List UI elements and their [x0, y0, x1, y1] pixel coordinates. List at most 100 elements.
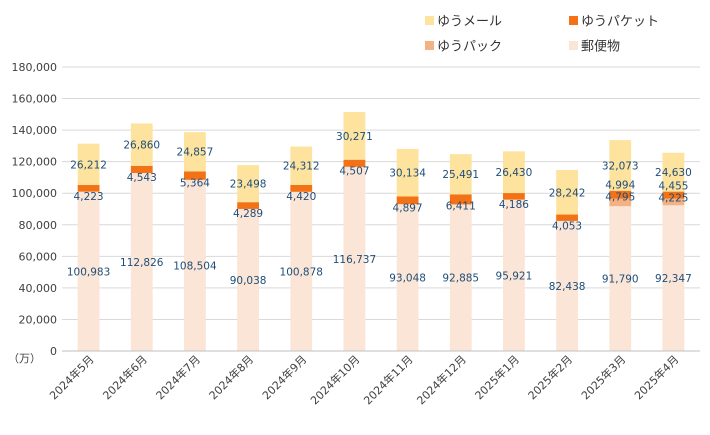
y-unit-label: （万） — [8, 352, 41, 365]
data-label-3-6: 30,134 — [389, 168, 426, 180]
x-tick-label: 2024年7月 — [153, 352, 203, 402]
legend-label: ゆうメール — [437, 15, 502, 30]
bar-segment-3-8 — [503, 151, 525, 194]
bar-segment-2-8 — [503, 193, 525, 200]
legend-label: ゆうパケット — [581, 15, 659, 30]
bar-segment-0-3 — [237, 208, 259, 351]
x-tick-label: 2024年12月 — [414, 352, 469, 407]
bar-segment-2-0 — [77, 185, 100, 192]
legend-swatch — [425, 16, 434, 25]
data-label-3-4: 24,312 — [283, 161, 320, 173]
y-tick-label: 120,000 — [12, 156, 58, 169]
data-label-3-8: 26,430 — [496, 167, 533, 179]
data-label-2-6: 4,897 — [393, 202, 423, 214]
legend-label: 郵便物 — [581, 40, 620, 55]
bar-segment-3-11 — [662, 152, 685, 192]
bar-segment-0-4 — [290, 191, 313, 351]
x-tick-label: 2024年9月 — [259, 352, 309, 402]
data-labels: 100,983 4,223 26,212 112,826 4,543 26,860 108,… — [67, 131, 692, 293]
bar-segment-0-9 — [556, 220, 578, 351]
legend-label: ゆうパック — [437, 40, 502, 55]
x-tick-label: 2024年8月 — [206, 352, 256, 402]
x-tick-label: 2025年3月 — [578, 352, 628, 402]
legend-swatch — [569, 41, 578, 50]
bar-segment-2-6 — [396, 196, 419, 205]
bar-segment-2-7 — [449, 194, 472, 205]
data-label-0-2: 108,504 — [173, 260, 217, 272]
y-tick-label: 60,000 — [19, 250, 58, 263]
data-label-3-7: 25,491 — [442, 169, 479, 181]
data-label-0-6: 93,048 — [389, 273, 426, 285]
data-label-2-10: 4,994 — [605, 180, 635, 192]
data-label-0-5: 116,737 — [333, 254, 376, 266]
data-label-2-5: 4,507 — [339, 166, 369, 178]
bar-segment-2-4 — [290, 184, 313, 192]
bar-segment-2-3 — [237, 202, 259, 209]
data-label-0-1: 112,826 — [120, 257, 164, 269]
bar-segment-3-9 — [556, 169, 578, 215]
data-label-1-10: 4,795 — [605, 192, 635, 204]
legend-swatch — [425, 41, 434, 50]
data-label-0-7: 92,885 — [442, 273, 479, 285]
data-label-3-0: 26,212 — [70, 159, 107, 171]
data-label-0-11: 92,347 — [655, 273, 692, 285]
data-label-1-11: 4,225 — [658, 193, 688, 205]
data-label-0-0: 100,983 — [67, 266, 110, 278]
x-tick-label: 2024年6月 — [100, 352, 150, 402]
data-label-3-3: 23,498 — [230, 179, 267, 191]
data-label-2-1: 4,543 — [127, 172, 157, 184]
bar-segment-0-6 — [396, 204, 419, 351]
data-label-3-10: 32,073 — [602, 160, 639, 172]
x-tick-label: 2024年5月 — [47, 352, 97, 402]
x-tick-label: 2024年11月 — [361, 352, 416, 407]
y-tick-label: 140,000 — [12, 124, 58, 137]
data-label-0-3: 90,038 — [230, 275, 267, 287]
bar-segment-2-5 — [343, 159, 366, 167]
bar-segment-3-2 — [184, 132, 206, 172]
bar-segment-2-2 — [184, 171, 206, 180]
data-label-2-7: 6,411 — [446, 200, 476, 212]
bar-segment-1-10 — [609, 198, 632, 207]
bar-segment-2-11 — [662, 191, 685, 199]
data-label-0-10: 91,790 — [602, 274, 639, 286]
bar-segment-0-7 — [449, 204, 472, 351]
data-label-3-2: 24,857 — [177, 147, 214, 159]
y-tick-label: 160,000 — [12, 93, 58, 106]
x-tick-label: 2025年1月 — [472, 352, 522, 402]
data-label-3-1: 26,860 — [123, 140, 160, 152]
bar-segment-1-11 — [662, 198, 685, 206]
bar-segment-0-5 — [343, 166, 366, 351]
bar-segment-3-7 — [449, 154, 472, 195]
y-tick-label: 180,000 — [12, 61, 58, 74]
data-label-2-3: 4,289 — [233, 208, 263, 220]
bar-segment-3-3 — [237, 165, 259, 203]
x-tick-label: 2024年10月 — [307, 352, 362, 407]
y-tick-label: 20,000 — [19, 313, 58, 326]
bar-segment-3-0 — [77, 143, 100, 186]
bar-segment-3-10 — [609, 140, 632, 191]
data-label-2-9: 4,053 — [552, 221, 582, 233]
bar-segment-0-1 — [130, 172, 153, 351]
bar-segment-0-0 — [77, 191, 100, 351]
y-tick-label: 0 — [50, 345, 57, 358]
y-tick-label: 40,000 — [19, 282, 58, 295]
bar-segment-3-1 — [130, 123, 153, 166]
bar-segment-0-11 — [662, 205, 685, 351]
data-label-0-4: 100,878 — [280, 266, 323, 278]
data-label-2-2: 5,364 — [180, 177, 210, 189]
y-tick-label: 100,000 — [12, 187, 58, 200]
bar-segment-3-4 — [290, 146, 313, 185]
data-label-2-4: 4,420 — [286, 191, 316, 203]
data-label-3-9: 28,242 — [549, 187, 586, 199]
y-tick-label: 80,000 — [19, 219, 58, 232]
bar-segment-2-1 — [130, 165, 153, 173]
x-tick-label: 2025年2月 — [525, 352, 575, 402]
data-label-2-11: 4,455 — [658, 181, 688, 193]
gridlines — [62, 66, 700, 352]
bar-segment-0-10 — [609, 206, 632, 351]
bar-segment-3-5 — [343, 111, 366, 160]
data-label-3-5: 30,271 — [336, 131, 373, 143]
legend-swatch — [569, 16, 578, 25]
bar-segment-2-9 — [556, 214, 578, 221]
